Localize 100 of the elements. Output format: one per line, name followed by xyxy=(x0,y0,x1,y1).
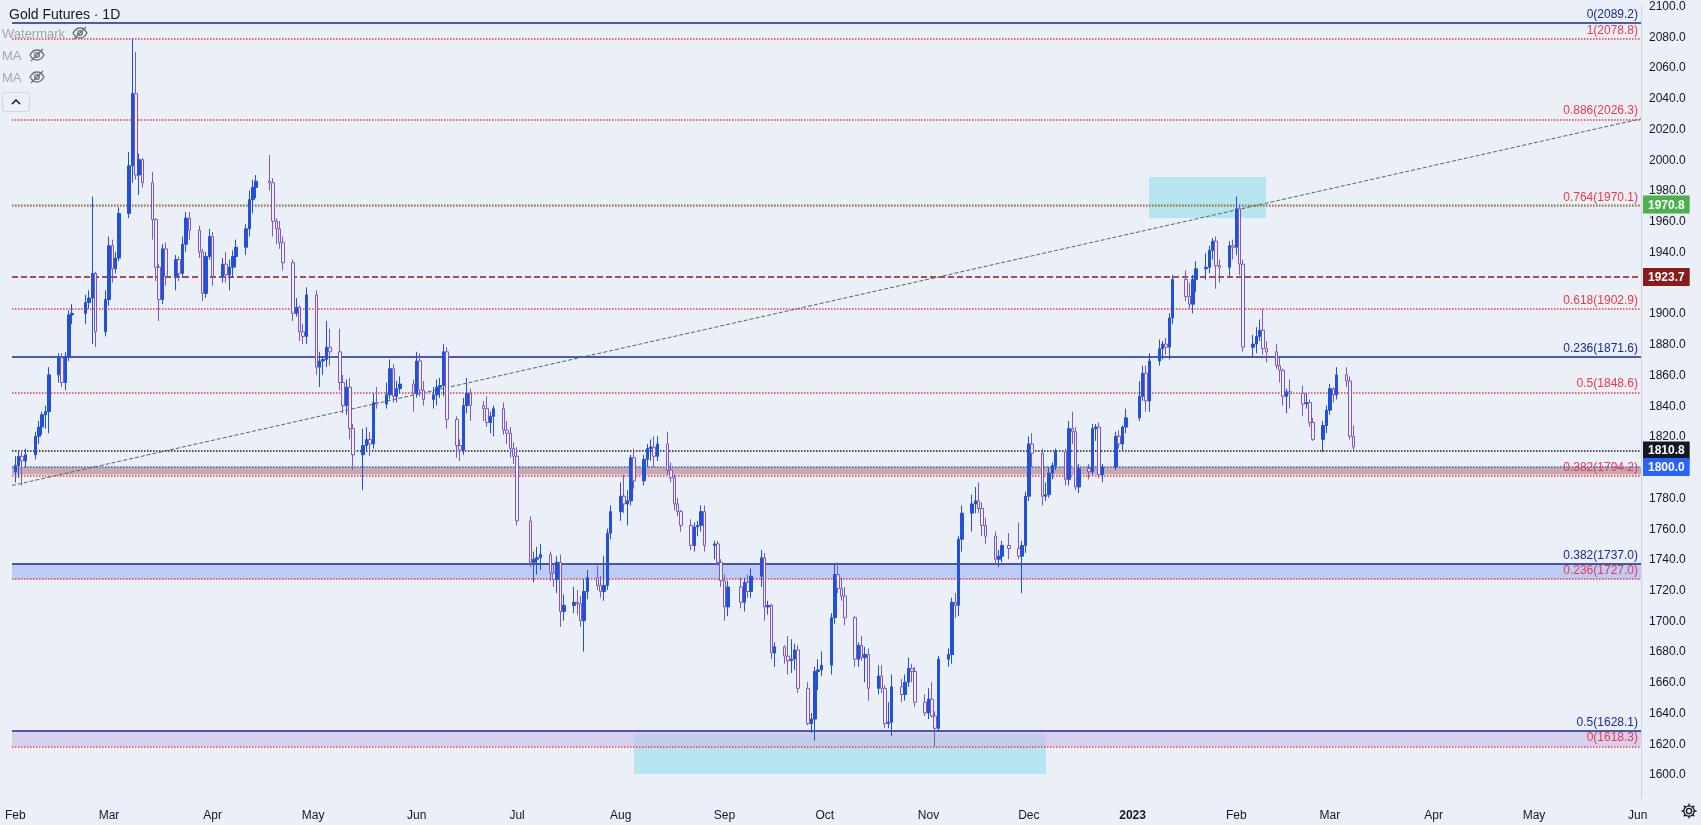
candlestick xyxy=(1087,463,1091,480)
candlestick xyxy=(412,378,415,413)
candlestick xyxy=(1164,337,1168,356)
candlestick xyxy=(1144,365,1148,413)
x-tick-label: Apr xyxy=(1424,808,1443,822)
candlestick xyxy=(726,580,730,617)
candlestick xyxy=(84,294,87,325)
candlestick xyxy=(1000,540,1004,563)
candlestick xyxy=(950,597,954,665)
candlestick xyxy=(295,297,298,317)
candlestick xyxy=(1117,429,1121,450)
x-tick-label: Jul xyxy=(509,808,525,822)
candlestick xyxy=(1285,388,1288,414)
y-tick-label: 1980.0 xyxy=(1649,183,1687,198)
candlestick xyxy=(927,687,930,720)
ref-line-label: 0.764(1970.1) xyxy=(1563,189,1638,204)
candlestick xyxy=(790,638,793,674)
candlestick xyxy=(315,289,318,376)
candlestick xyxy=(796,644,800,694)
candlestick xyxy=(141,157,144,188)
ref-line-label: 1970.8 xyxy=(1648,197,1686,212)
candlestick xyxy=(485,395,489,428)
candlestick xyxy=(857,641,860,668)
candlestick xyxy=(361,428,365,491)
x-tick-label: Jun xyxy=(407,808,427,822)
candlestick xyxy=(1067,420,1071,486)
candlestick xyxy=(863,646,867,683)
candlestick xyxy=(923,694,927,717)
candlestick xyxy=(746,574,750,599)
candlestick xyxy=(1064,448,1067,486)
candlestick xyxy=(1148,352,1151,413)
candlestick xyxy=(766,600,770,616)
candlestick xyxy=(937,655,940,732)
candlestick xyxy=(713,540,716,560)
candlestick xyxy=(1158,338,1161,367)
y-tick-label: 1740.0 xyxy=(1649,552,1687,567)
y-tick-label: 1640.0 xyxy=(1649,705,1687,720)
candlestick xyxy=(1228,240,1231,277)
candlestick xyxy=(853,615,857,668)
y-tick-label: 1820.0 xyxy=(1649,429,1687,444)
y-tick-label: 1680.0 xyxy=(1649,644,1687,659)
candlestick xyxy=(375,386,378,410)
x-tick-label: Mar xyxy=(1319,808,1341,822)
candlestick xyxy=(1301,385,1305,417)
candlestick xyxy=(1091,423,1094,476)
candlestick xyxy=(442,343,445,397)
y-tick-label: 2060.0 xyxy=(1649,60,1687,75)
candlestick xyxy=(345,378,348,416)
y-tick-label: 2000.0 xyxy=(1649,152,1687,167)
candlestick xyxy=(1017,521,1021,560)
candlestick xyxy=(1077,463,1081,494)
candlestick xyxy=(415,351,418,399)
candlestick xyxy=(743,577,746,613)
candlestick xyxy=(94,271,97,348)
candlestick xyxy=(699,504,703,533)
ref-line-label: 1(2078.8) xyxy=(1586,22,1638,37)
candlestick xyxy=(622,474,626,514)
y-tick-label: 1940.0 xyxy=(1649,244,1687,259)
candlestick xyxy=(786,635,790,676)
ref-line-label: 0.618(1902.9) xyxy=(1563,292,1638,307)
candlestick xyxy=(652,435,656,468)
candlestick xyxy=(91,196,94,345)
candlestick xyxy=(1114,431,1118,471)
candlestick xyxy=(318,351,321,388)
ref-line-label: 0.382(1794.2) xyxy=(1563,459,1638,474)
chart-title: Gold Futures · 1D xyxy=(9,6,121,22)
candlestick xyxy=(1097,421,1101,479)
candlestick xyxy=(900,678,904,703)
candlestick xyxy=(515,446,519,526)
y-tick-label: 1880.0 xyxy=(1649,337,1687,352)
candlestick xyxy=(1335,366,1338,400)
candlestick xyxy=(305,286,308,345)
y-tick-label: 1660.0 xyxy=(1649,675,1687,690)
candlestick xyxy=(1288,378,1292,410)
ref-line-label: 0(1618.3) xyxy=(1586,730,1638,745)
candlestick xyxy=(632,448,636,490)
candlestick xyxy=(24,448,27,468)
x-tick-label: Oct xyxy=(815,808,835,822)
candlestick xyxy=(177,256,181,282)
candlestick xyxy=(134,51,138,181)
x-tick-label: Feb xyxy=(5,808,27,822)
candlestick xyxy=(860,635,863,662)
candlestick xyxy=(656,435,659,462)
candlestick xyxy=(111,239,114,284)
candlestick xyxy=(773,641,776,668)
candlestick xyxy=(703,504,706,553)
candlestick xyxy=(760,549,763,588)
candlestick xyxy=(1235,196,1238,256)
candlestick xyxy=(60,352,64,388)
ref-line-label: 0.236(1871.6) xyxy=(1563,341,1638,356)
y-tick-label: 1960.0 xyxy=(1649,214,1687,229)
x-tick-label: Aug xyxy=(610,808,632,822)
candlestick xyxy=(188,211,191,241)
candlestick xyxy=(1101,463,1104,483)
candlestick xyxy=(763,552,766,622)
y-tick-label: 1860.0 xyxy=(1649,367,1687,382)
ref-line-label: 0(2089.2) xyxy=(1586,6,1638,21)
candlestick xyxy=(689,518,693,551)
ref-line-label: 1810.8 xyxy=(1648,443,1686,458)
candlestick xyxy=(555,555,559,594)
